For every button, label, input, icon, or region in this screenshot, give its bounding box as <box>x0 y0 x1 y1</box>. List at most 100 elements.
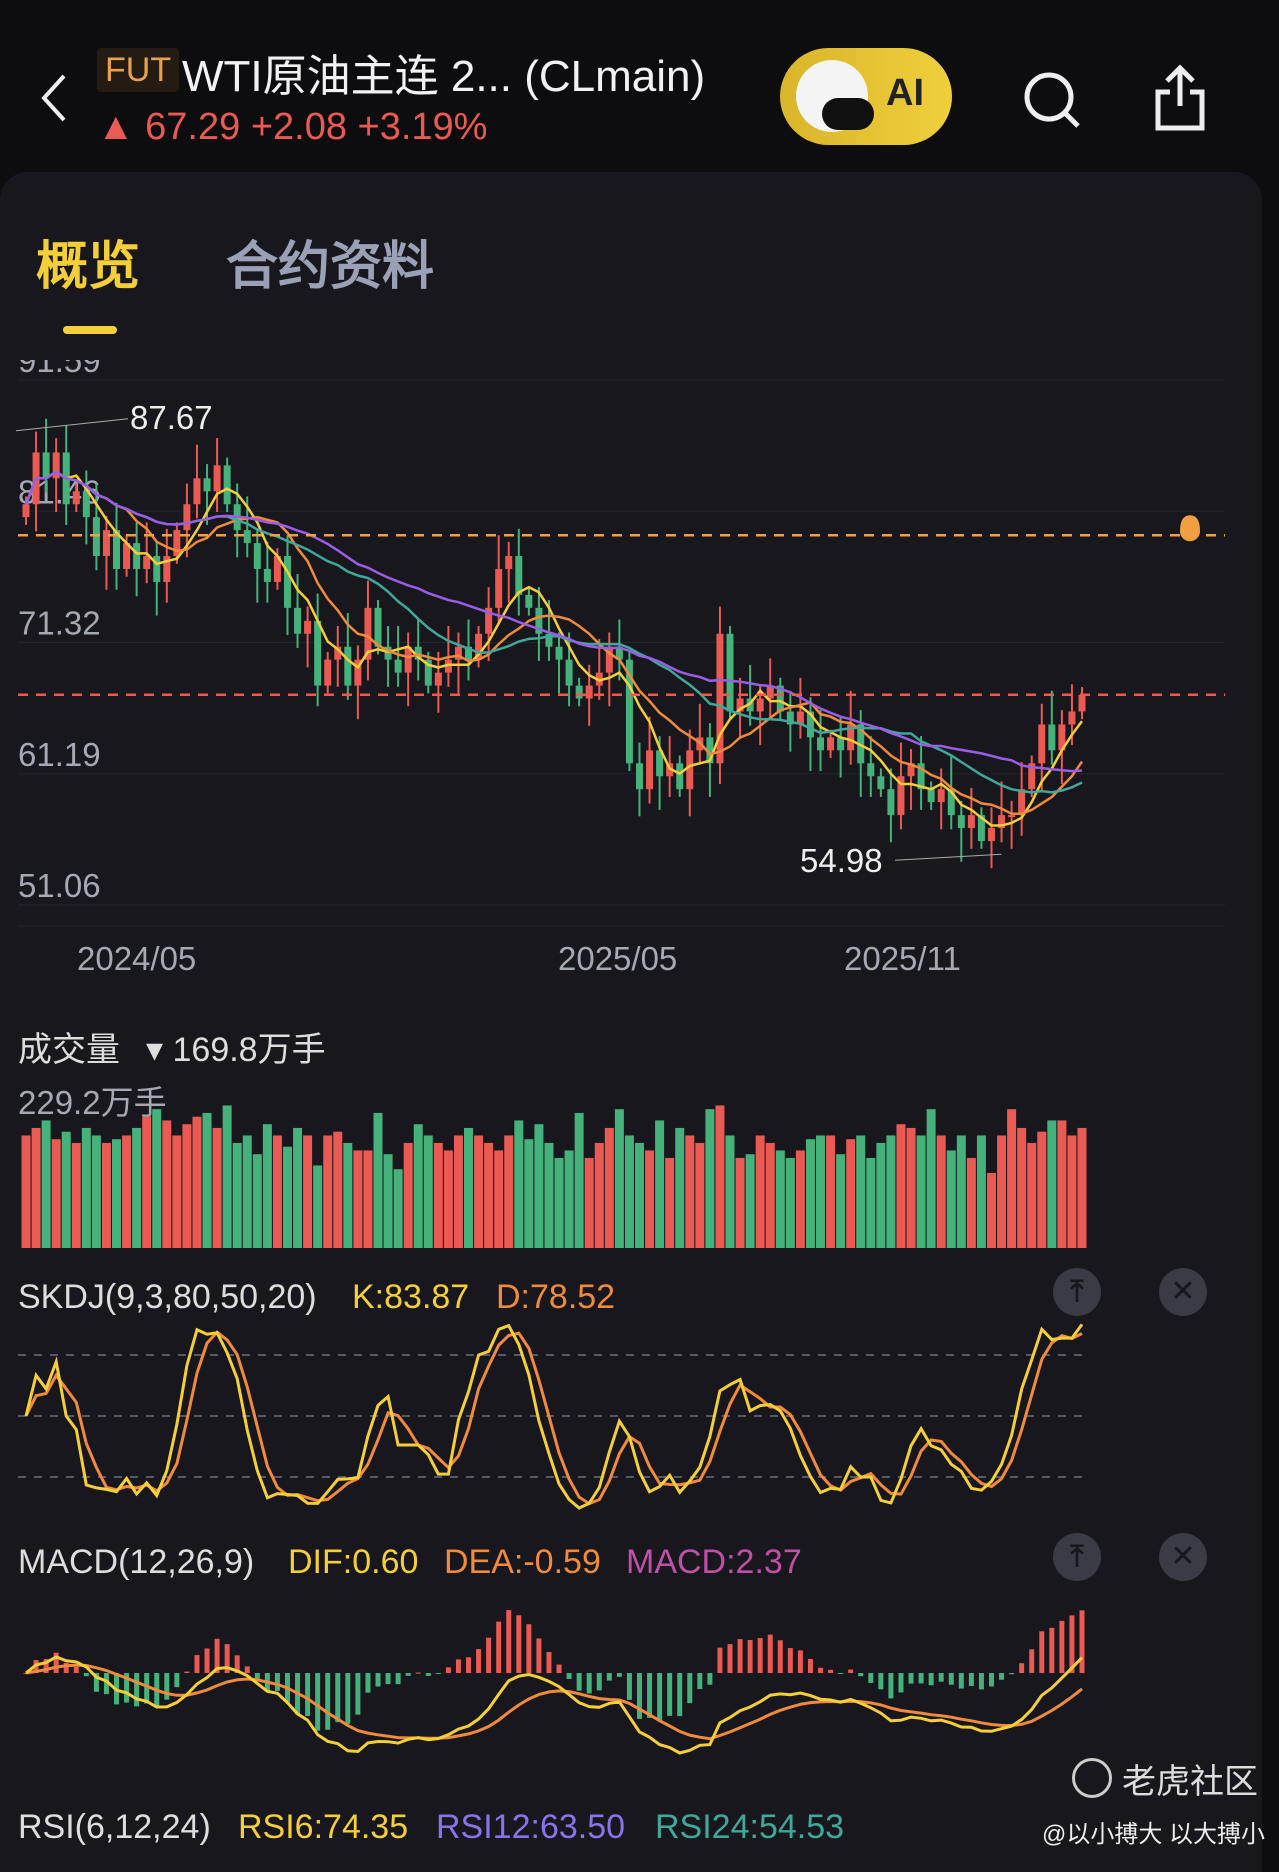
candle <box>736 698 744 712</box>
volume-bar <box>51 1139 61 1248</box>
candle <box>203 478 211 492</box>
watermark-brand: 老虎社区 <box>1122 1763 1258 1801</box>
macd-histogram-bar <box>606 1673 612 1681</box>
share-icon[interactable] <box>1150 64 1210 132</box>
volume-bar <box>41 1120 51 1248</box>
candle <box>505 556 513 569</box>
candle <box>495 568 503 608</box>
candle <box>525 594 533 608</box>
candle <box>867 763 875 777</box>
candle <box>213 465 221 492</box>
max-leader <box>15 418 129 432</box>
candle <box>1018 789 1026 816</box>
candle <box>515 556 523 595</box>
candle <box>444 659 452 673</box>
volume-bar <box>313 1165 323 1248</box>
macd-histogram-bar <box>707 1673 713 1685</box>
volume-bar <box>393 1169 403 1248</box>
candle <box>555 646 563 660</box>
volume-bar <box>1067 1135 1077 1248</box>
candle <box>364 607 372 660</box>
macd-histogram-bar <box>667 1673 673 1716</box>
candle <box>454 646 462 660</box>
macd-histogram-bar <box>797 1650 803 1673</box>
macd-histogram-bar <box>737 1639 743 1673</box>
pin-top-icon[interactable]: ⤒ <box>1053 1268 1101 1316</box>
y-tick: 71.32 <box>18 605 101 642</box>
y-tick: 61.19 <box>18 736 101 773</box>
macd-histogram-bar <box>73 1666 79 1673</box>
macd-histogram-bar <box>536 1638 542 1673</box>
volume-bar <box>202 1112 212 1248</box>
macd-dea: DEA:-0.59 <box>444 1543 601 1581</box>
candle <box>806 711 814 738</box>
ai-assistant-button[interactable]: AI <box>780 48 952 145</box>
candle <box>133 543 141 569</box>
macd-histogram-bar <box>224 1644 230 1673</box>
y-tick: 51.06 <box>18 867 101 904</box>
macd-histogram-bar <box>566 1673 572 1680</box>
volume-bar <box>675 1127 685 1248</box>
volume-bar <box>474 1135 484 1248</box>
skdj-title: SKDJ(9,3,80,50,20) <box>18 1278 317 1316</box>
macd-histogram-bar <box>144 1673 150 1704</box>
candle <box>987 828 995 842</box>
volume-bar <box>715 1105 725 1248</box>
volume-bar <box>162 1120 172 1248</box>
candle <box>92 517 100 557</box>
pin-top-icon[interactable]: ⤒ <box>1053 1533 1101 1581</box>
volume-bar <box>1077 1127 1087 1248</box>
candle <box>72 491 80 505</box>
macd-histogram-bar <box>496 1621 502 1673</box>
macd-dif-line <box>25 1655 1084 1755</box>
macd-histogram-bar <box>425 1673 431 1676</box>
macd-histogram-bar <box>596 1673 602 1691</box>
volume-bar <box>293 1127 303 1248</box>
macd-histogram-bar <box>506 1610 512 1673</box>
macd-histogram-bar <box>999 1673 1005 1680</box>
macd-histogram-bar <box>305 1673 311 1717</box>
candle <box>726 633 734 712</box>
volume-bar <box>172 1135 182 1248</box>
volume-bar <box>624 1135 634 1248</box>
volume-bar <box>906 1127 916 1248</box>
tab-overview[interactable]: 概览 <box>36 238 141 296</box>
tiger-logo-icon <box>1072 1758 1112 1798</box>
candle <box>1068 711 1076 725</box>
volume-bar <box>634 1142 644 1248</box>
macd-histogram-bar <box>23 1673 29 1674</box>
volume-bar <box>303 1135 313 1248</box>
x-tick: 2024/05 <box>77 940 197 977</box>
tab-contract-info[interactable]: 合约资料 <box>226 238 435 296</box>
macd-histogram-bar <box>727 1644 733 1673</box>
candle <box>414 646 422 660</box>
back-chevron-icon[interactable] <box>34 70 74 126</box>
volume-bar <box>926 1109 936 1248</box>
volume-bar <box>81 1127 91 1248</box>
search-icon[interactable] <box>1020 68 1084 132</box>
candle <box>897 776 905 816</box>
volume-bar <box>443 1150 453 1248</box>
min-leader <box>894 853 1002 861</box>
x-tick: 2025/11 <box>844 940 961 977</box>
volume-current[interactable]: ▾ 169.8万手 <box>146 1031 326 1069</box>
volume-bar <box>765 1142 775 1248</box>
volume-bar <box>192 1116 202 1248</box>
macd-histogram-bar <box>938 1673 944 1682</box>
macd-histogram-bar <box>928 1673 934 1686</box>
macd-histogram-bar <box>1009 1673 1015 1675</box>
volume-bar <box>805 1139 815 1248</box>
volume-bar <box>71 1142 81 1248</box>
close-icon[interactable]: ✕ <box>1159 1533 1207 1581</box>
volume-bar <box>212 1127 222 1248</box>
macd-histogram-bar <box>687 1673 693 1704</box>
volume-bar <box>816 1135 826 1248</box>
candle <box>113 530 121 569</box>
alert-bell-icon <box>1180 515 1200 542</box>
candle <box>1028 763 1036 790</box>
close-icon[interactable]: ✕ <box>1159 1268 1207 1316</box>
volume-bar <box>232 1142 242 1248</box>
volume-bar <box>524 1139 534 1248</box>
candle <box>485 607 493 634</box>
